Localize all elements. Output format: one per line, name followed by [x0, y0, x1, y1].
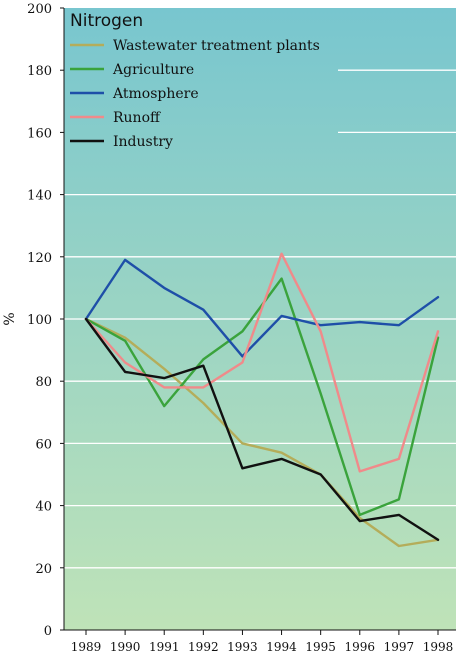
y-tick-label: 140	[27, 189, 52, 204]
series-line	[84, 317, 440, 548]
y-tick-label: 20	[35, 562, 52, 577]
y-axis-title: %	[2, 312, 18, 325]
x-tick-label: 1989	[71, 640, 102, 654]
x-tick-label: 1995	[305, 640, 336, 654]
x-tick-label: 1996	[345, 640, 376, 654]
y-tick-label: 60	[35, 437, 52, 452]
y-tick-label: 80	[35, 375, 52, 390]
series-line	[84, 258, 440, 358]
series-line	[84, 317, 440, 541]
x-tick-label: 1991	[149, 640, 180, 654]
y-tick-labels: 0 20 40 60 80 100 120 140 160 180 200	[27, 2, 52, 639]
legend-label: Agriculture	[112, 62, 194, 78]
x-tick-label: 1997	[384, 640, 415, 654]
axes	[60, 7, 456, 635]
legend-label: Runoff	[113, 110, 161, 126]
x-tick-label: 1992	[188, 640, 219, 654]
y-tick-label: 160	[27, 126, 52, 141]
x-tick-label: 1998	[423, 640, 454, 654]
x-tick-label: 1993	[227, 640, 258, 654]
series-lines	[84, 252, 440, 548]
gridlines	[64, 69, 456, 569]
legend: Nitrogen Wastewater treatment plants Agri…	[70, 11, 320, 150]
y-tick-label: 120	[27, 251, 52, 266]
y-tick-label: 200	[27, 2, 52, 17]
legend-label: Industry	[113, 134, 173, 150]
x-tick-label: 1990	[110, 640, 141, 654]
x-tick-label: 1994	[266, 640, 297, 654]
y-tick-label: 0	[44, 624, 52, 639]
y-tick-label: 100	[27, 313, 52, 328]
y-tick-label: 40	[35, 500, 52, 515]
legend-title: Nitrogen	[70, 11, 143, 31]
x-tick-labels: 1989 1990 1991 1992 1993 1994 1995 1996 1997 1998	[71, 640, 454, 654]
legend-label: Atmosphere	[112, 86, 199, 102]
legend-label: Wastewater treatment plants	[113, 38, 320, 54]
y-tick-label: 180	[27, 64, 52, 79]
